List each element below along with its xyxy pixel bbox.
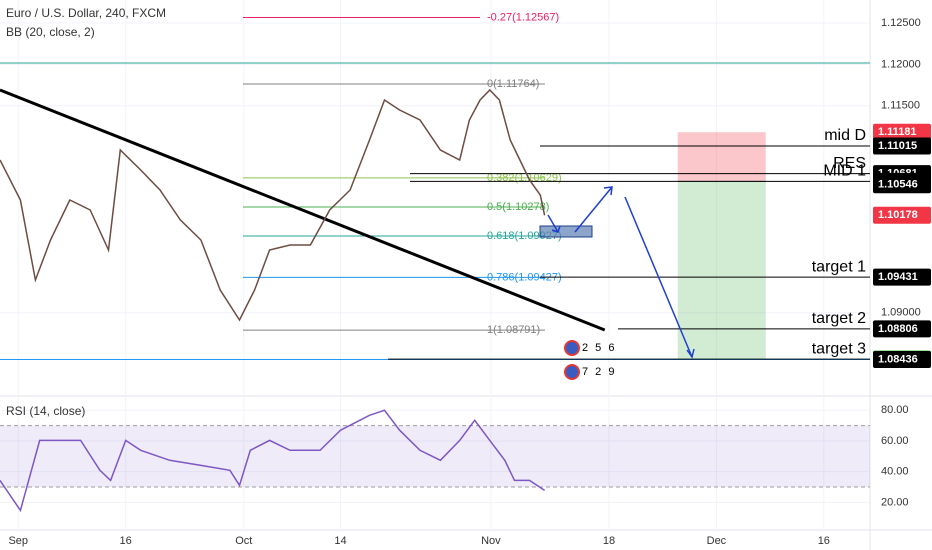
arrow — [624, 196, 695, 359]
price-line — [0, 88, 546, 322]
zone-box — [539, 225, 593, 238]
event-label: 2 5 6 — [582, 342, 616, 354]
y-tick-label: 60.00 — [881, 435, 909, 447]
arrow — [574, 186, 613, 233]
level-label: target 3 — [812, 340, 866, 357]
level-label: MID 1 — [823, 163, 866, 180]
x-tick-label: 16 — [120, 535, 132, 547]
price-label: 1.09431 — [878, 271, 918, 283]
x-tick-label: Oct — [235, 535, 252, 547]
fib-label: -0.27(1.12567) — [487, 11, 559, 23]
x-tick-label: 18 — [603, 535, 615, 547]
fib-label: 1(1.08791) — [487, 324, 540, 336]
price-line — [0, 409, 546, 513]
y-tick-label: 1.11500 — [881, 100, 920, 112]
price-label-box — [873, 320, 931, 338]
y-tick-label: 1.09000 — [881, 307, 921, 319]
y-tick-label: 80.00 — [881, 404, 909, 416]
x-tick-label: 14 — [334, 535, 346, 547]
price-label-box — [873, 268, 931, 286]
rsi-title: RSI (14, close) — [6, 404, 85, 418]
price-label: 1.08806 — [878, 323, 918, 335]
indicator-title: BB (20, close, 2) — [6, 25, 95, 39]
y-tick-label: 20.00 — [881, 496, 909, 508]
price-label-box — [873, 137, 931, 155]
price-label-box — [873, 206, 931, 224]
event-icon — [564, 340, 580, 356]
x-tick-label: 16 — [818, 535, 830, 547]
price-label-box — [873, 350, 931, 368]
fib-label: 0.786(1.09427) — [487, 271, 562, 283]
level-label: RES — [833, 155, 866, 172]
y-tick-label: 40.00 — [881, 466, 909, 478]
arrow — [547, 214, 561, 233]
price-label: 1.11015 — [878, 140, 917, 152]
price-label: 1.08436 — [878, 353, 918, 365]
level-label: target 2 — [812, 310, 866, 327]
x-tick-label: Nov — [481, 535, 501, 547]
target-zone — [677, 181, 766, 360]
event-label: 7 2 9 — [582, 366, 616, 378]
trend-line — [0, 88, 606, 332]
fib-label: 0.382(1.10629) — [487, 172, 562, 184]
x-tick-label: Sep — [8, 535, 28, 547]
price-label-box — [873, 123, 931, 141]
price-label-box — [873, 176, 931, 194]
event-icon — [564, 364, 580, 380]
rsi-band — [0, 425, 870, 488]
y-tick-label: 1.12000 — [881, 58, 921, 70]
price-label: 1.10178 — [878, 209, 918, 221]
y-tick-label: 1.12500 — [881, 17, 921, 29]
level-label: mid D — [824, 127, 866, 144]
price-label: 1.10546 — [878, 179, 918, 191]
fib-label: 0(1.11764) — [487, 78, 539, 90]
chart-title: Euro / U.S. Dollar, 240, FXCM — [6, 6, 166, 20]
x-tick-label: Dec — [707, 535, 727, 547]
arrows — [547, 186, 695, 359]
level-label: target 1 — [812, 258, 866, 275]
fib-label: 0.5(1.10278) — [487, 201, 549, 213]
price-label: 1.11181 — [878, 126, 917, 138]
